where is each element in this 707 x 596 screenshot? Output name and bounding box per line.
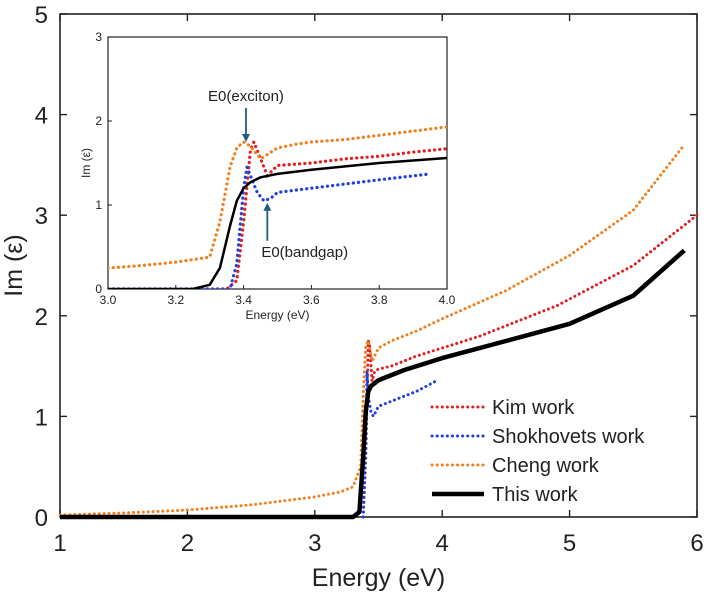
inset-x-tick-label: 3.2 <box>167 293 184 307</box>
main-series-shokhovets-work <box>361 371 438 519</box>
exciton-annotation: E0(exciton) <box>208 88 284 105</box>
inset-x-tick-label: 4.0 <box>439 293 456 307</box>
main-series-cheng-work <box>58 143 686 517</box>
main-y-tick-label: 0 <box>35 505 48 532</box>
main-x-tick-label: 3 <box>308 530 321 557</box>
inset-y-tick-label: 0 <box>95 282 102 296</box>
inset-series-cheng-work <box>108 125 447 270</box>
main-x-tick-label: 4 <box>436 530 449 557</box>
legend-label-this-work: This work <box>492 484 579 506</box>
inset-y-tick-label: 1 <box>95 198 102 212</box>
main-y-tick-label: 5 <box>35 2 48 29</box>
main-series-this-work <box>60 248 686 520</box>
inset-series-kim-work <box>108 137 447 289</box>
inset-x-tick-label: 3.6 <box>303 293 320 307</box>
legend-label-kim-work: Kim work <box>492 397 575 419</box>
inset-series-group <box>108 125 447 289</box>
main-x-tick-label: 5 <box>563 530 576 557</box>
inset-series-this-work <box>108 156 447 289</box>
inset-x-tick-label: 3.8 <box>371 293 388 307</box>
inset-y-tick-label: 2 <box>95 114 102 128</box>
inset-series-shokhovets-work <box>108 161 432 289</box>
main-x-tick-label: 6 <box>690 530 703 557</box>
legend-label-shokhovets-work: Shokhovets work <box>492 426 645 448</box>
main-plot-frame <box>59 13 698 518</box>
main-y-axis-title: Im (ε) <box>0 234 28 297</box>
inset-x-tick-label: 3.0 <box>100 293 117 307</box>
main-x-tick-label: 2 <box>181 530 194 557</box>
main-y-tick-label: 3 <box>35 203 48 230</box>
legend-label-cheng-work: Cheng work <box>492 455 600 477</box>
inset-x-axis-title: Energy (eV) <box>245 308 309 322</box>
legend: Kim work Shokhovets work Cheng work This wo… <box>430 397 645 506</box>
inset-y-tick-label: 3 <box>95 30 102 44</box>
main-y-tick-label: 4 <box>35 103 48 130</box>
inset-plot: 3.0 3.2 3.4 3.6 3.8 4.0 0 1 2 3 Energy (eV) Im (ε) E… <box>79 30 456 322</box>
main-x-tick-label: 1 <box>53 530 66 557</box>
main-x-axis-title: Energy (eV) <box>312 564 445 592</box>
main-y-tick-label: 1 <box>35 404 48 431</box>
inset-x-tick-label: 3.4 <box>235 293 252 307</box>
bandgap-annotation: E0(bandgap) <box>261 244 348 261</box>
main-y-tick-label: 2 <box>35 304 48 331</box>
inset-y-axis-title: Im (ε) <box>79 148 93 178</box>
